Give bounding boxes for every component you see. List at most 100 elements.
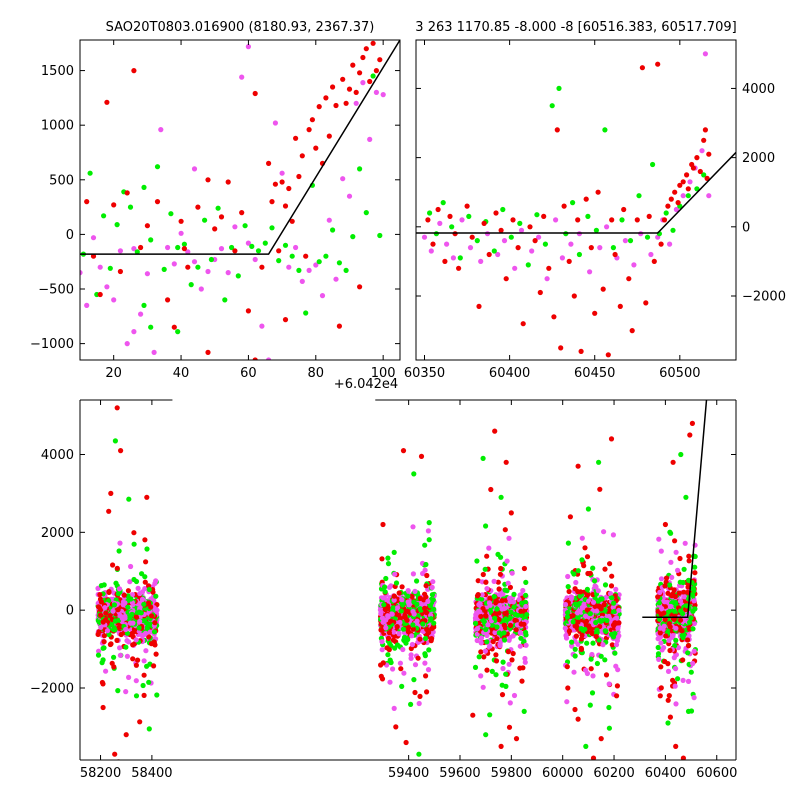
data-point-magenta [319,293,326,299]
data-point-red [104,99,110,105]
data-point-green [671,608,678,614]
data-point-green [593,227,600,233]
data-point-green [420,621,426,627]
data-point-red [303,253,309,259]
data-point-green [146,586,152,593]
data-point-magenta [459,217,465,223]
data-point-red [422,605,428,612]
data-point-magenta [562,601,569,608]
data-point-magenta [506,535,512,541]
data-point-magenta [389,611,395,617]
data-point-magenta [416,700,422,707]
data-point-magenta [98,624,104,630]
data-point-magenta [399,597,405,603]
data-point-red [515,245,521,251]
y-tick-label: 2000 [41,526,74,541]
data-point-green [408,701,414,708]
data-point-magenta [578,609,584,615]
data-point-red [686,558,692,564]
data-point-magenta [380,92,386,98]
data-point-red [496,586,502,592]
data-point-green [385,652,391,658]
data-point-green [685,193,691,199]
data-point-magenta [412,588,418,595]
data-point-red [478,613,484,620]
x-tick-label: 60350 [404,366,445,381]
data-point-green [141,184,147,190]
data-point-green [521,708,527,715]
data-point-red [405,608,411,614]
data-point-green [487,712,493,718]
data-point-magenta [685,678,692,685]
data-point-magenta [579,605,585,611]
data-point-red [143,559,149,565]
data-point-green [587,611,594,617]
data-point-red [566,628,573,634]
data-point-green [599,596,605,602]
data-point-magenta [97,264,103,270]
data-point-green [357,166,363,172]
data-point-magenta [373,89,379,95]
data-point-red [185,264,191,270]
data-point-green [681,566,687,572]
data-point-red [394,624,400,630]
data-point-magenta [520,587,526,594]
data-point-green [423,561,429,568]
data-point-magenta [484,586,490,592]
data-point-magenta [613,642,620,648]
data-point-red [357,284,363,290]
data-point-magenta [144,271,150,277]
data-point-magenta [658,548,664,554]
data-point-green [131,576,137,583]
data-point-green [500,659,506,665]
y-tick-label: 1500 [41,64,74,79]
data-point-red [212,226,218,232]
data-point-red [373,68,379,74]
data-point-red [521,565,528,572]
data-point-red [605,352,611,358]
data-point-red [195,204,201,210]
data-point-magenta [252,256,258,263]
data-point-red [141,672,147,678]
data-point-magenta [613,616,619,622]
data-point-magenta [594,608,600,614]
data-point-red [279,179,285,185]
x-tick-label: 60 [240,366,257,381]
data-point-red [386,647,392,653]
data-point-magenta [563,632,569,639]
data-point-green [578,626,584,632]
data-point-green [590,640,596,646]
data-point-red [475,578,481,584]
data-point-green [598,653,604,659]
data-point-magenta [104,284,110,290]
data-point-red [98,599,104,605]
data-point-green [596,459,602,465]
data-point-magenta [667,603,674,610]
data-point-green [430,597,436,603]
data-point-green [363,210,369,216]
x-tick-label: 58200 [80,766,121,781]
data-point-red [252,90,258,97]
data-point-green [161,266,167,272]
data-point-magenta [117,540,123,546]
data-point-green [556,85,562,91]
data-point-green [106,598,112,604]
data-point-red [692,602,698,608]
data-point-red [670,459,676,465]
data-point-magenta [232,224,238,230]
data-point-red [506,724,513,730]
data-point-red [108,490,114,496]
data-point-red [272,181,278,187]
data-point-green [692,564,698,570]
data-point-red [639,65,646,71]
data-point-green [584,640,590,646]
data-point-green [422,635,429,642]
data-point-green [276,258,282,264]
data-point-green [154,164,161,170]
data-point-red [655,61,661,67]
data-point-magenta [478,635,485,641]
data-point-red [673,743,679,750]
data-point-magenta [191,259,198,265]
data-point-green [107,265,113,271]
data-point-magenta [480,684,486,690]
